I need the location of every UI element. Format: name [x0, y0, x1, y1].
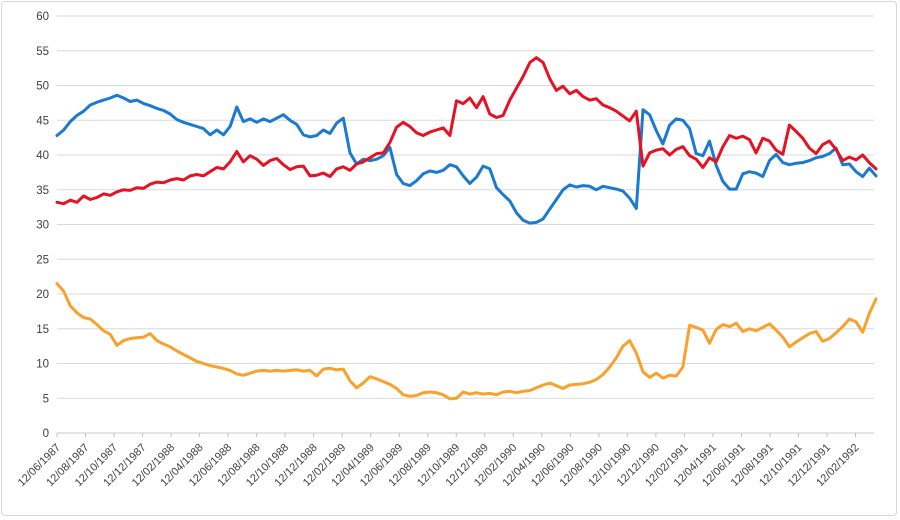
y-axis-tick-label: 10	[36, 359, 49, 371]
y-axis-tick-label: 0	[43, 428, 49, 440]
y-axis-tick-label: 60	[36, 11, 49, 23]
y-axis-tick-label: 55	[36, 46, 49, 58]
y-axis-tick-label: 40	[36, 150, 49, 162]
blue-series-line	[55, 93, 878, 225]
y-axis-tick-label: 30	[36, 220, 49, 232]
y-axis-tick-label: 15	[36, 324, 49, 336]
orange-series-line	[55, 282, 878, 401]
y-axis-tick-label: 5	[43, 393, 49, 405]
y-axis-tick-label: 45	[36, 115, 49, 127]
y-axis-tick-label: 25	[36, 254, 49, 266]
y-axis-tick-label: 35	[36, 185, 49, 197]
red-series-line	[55, 56, 878, 206]
y-axis-tick-label: 50	[36, 81, 49, 93]
y-axis-tick-label: 20	[36, 289, 49, 301]
